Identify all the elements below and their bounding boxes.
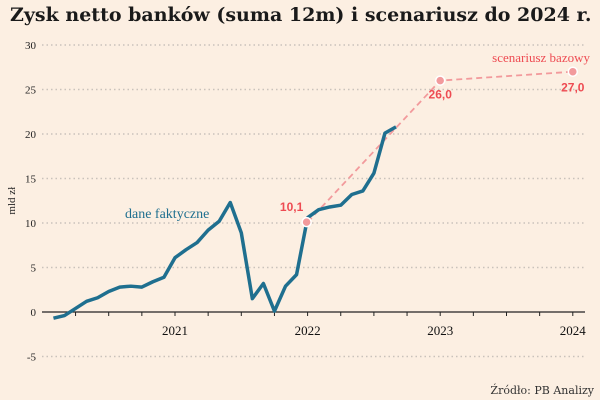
data-label: 26,0 [429, 88, 453, 102]
y-tick-label: 5 [31, 263, 37, 275]
y-tick-label: -5 [27, 352, 37, 364]
actual-line [53, 125, 397, 320]
source-note: Źródło: PB Analizy [490, 384, 594, 397]
x-tick-label: 2021 [162, 323, 188, 338]
y-tick-label: 25 [25, 85, 37, 97]
scenario-point [567, 66, 579, 77]
series-label-actual: dane faktyczne [125, 207, 209, 222]
scenario-point [301, 216, 312, 228]
x-tick-label: 2024 [560, 323, 587, 338]
y-tick-label: 0 [31, 307, 37, 319]
y-tick-label: 10 [25, 218, 37, 230]
x-tick-label: 2023 [427, 323, 453, 338]
y-tick-label: 20 [25, 129, 37, 141]
data-label: 27,0 [561, 81, 585, 95]
y-tick-label: 30 [25, 40, 37, 52]
scenario-point [434, 75, 446, 86]
x-tick-label: 2022 [295, 323, 321, 338]
data-label: 10,1 [280, 200, 304, 214]
series-label-scenario: scenariusz bazowy [492, 50, 590, 65]
y-tick-label: 15 [25, 174, 37, 186]
y-axis-label: mld zł [6, 187, 18, 215]
chart-title: Zysk netto banków (suma 12m) i scenarius… [10, 4, 592, 26]
